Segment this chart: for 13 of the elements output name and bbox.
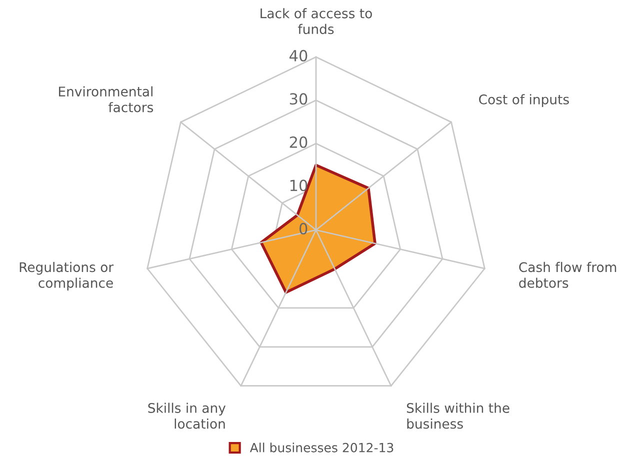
spoke-label: Environmental factors bbox=[58, 86, 154, 112]
spoke-label: Skills within the business bbox=[406, 402, 510, 429]
y-tick-label: 10 bbox=[290, 180, 308, 192]
y-tick-label: 0 bbox=[300, 222, 308, 234]
spoke-label: Cost of inputs bbox=[479, 94, 569, 107]
spoke-label: Lack of access to funds bbox=[260, 8, 372, 34]
y-tick-label: 40 bbox=[290, 50, 308, 62]
spoke-label: Cash flow from debtors bbox=[519, 262, 616, 288]
y-tick-label: 30 bbox=[290, 93, 308, 105]
legend-label: All businesses 2012-13 bbox=[250, 442, 394, 452]
spoke-label: Skills in any location bbox=[148, 402, 226, 429]
y-tick-label: 20 bbox=[290, 136, 308, 148]
spoke-label: Regulations or compliance bbox=[20, 262, 114, 290]
